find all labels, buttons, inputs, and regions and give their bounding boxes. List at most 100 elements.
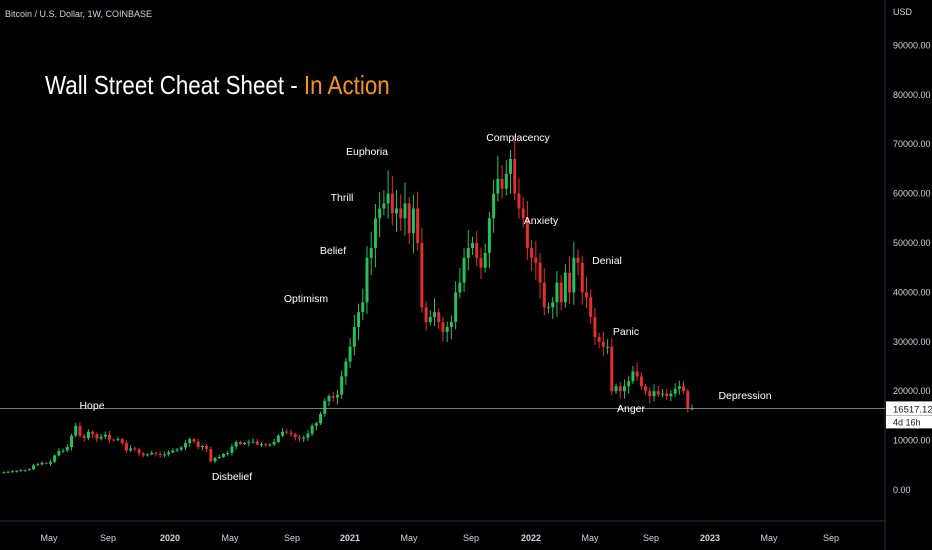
annotation-label: Complacency [486, 132, 550, 144]
candle-body [686, 391, 690, 409]
candles-group [2, 135, 694, 474]
candle-body [108, 434, 111, 440]
candle-body [344, 361, 348, 377]
candle-body [551, 302, 555, 308]
price-tick-label: 50000.00 [893, 238, 931, 248]
price-axis-currency: USD [893, 7, 913, 17]
candle-body [200, 446, 204, 448]
candle-body [32, 465, 36, 470]
candle-body [196, 441, 200, 448]
candle-body [226, 452, 230, 454]
candle-body [538, 262, 542, 283]
candle-body [141, 453, 145, 456]
candle-body [27, 469, 31, 471]
candle-body [348, 346, 352, 362]
candle-body [407, 203, 411, 234]
candle-body [365, 257, 369, 303]
candle-body [243, 443, 247, 445]
candle-body [95, 434, 99, 439]
candle-body [492, 193, 496, 219]
candle-body [622, 386, 626, 392]
time-tick-label: 2021 [340, 533, 360, 543]
candle-body [171, 450, 175, 453]
candle-body [57, 450, 61, 456]
candle-body [234, 442, 238, 447]
candle-body [310, 425, 314, 434]
candle-body [542, 282, 546, 308]
annotation-label: Denial [592, 255, 622, 267]
candle-body [78, 425, 82, 436]
candle-body [272, 442, 276, 445]
candle-body [205, 446, 209, 449]
candle-body [188, 439, 192, 444]
annotation-label: Depression [718, 390, 771, 402]
candle-body [335, 394, 339, 398]
candle-body [648, 391, 652, 397]
candle-body [682, 386, 686, 392]
candle-body [627, 381, 631, 387]
candle-body [597, 336, 601, 342]
candle-body [525, 218, 529, 248]
candle-body [555, 282, 559, 303]
candle-body [323, 401, 327, 414]
candle-body [53, 455, 57, 462]
candle-body [504, 173, 508, 189]
candle-body [251, 441, 255, 443]
candle-body [184, 443, 187, 448]
symbol-header: Bitcoin / U.S. Dollar, 1W, COINBASE [5, 9, 153, 19]
title-accent: In Action [303, 70, 390, 100]
candle-body [222, 453, 225, 457]
candle-body [158, 453, 162, 455]
candle-body [23, 470, 27, 472]
candle-body [112, 439, 116, 441]
candle-body [487, 218, 491, 253]
candle-body [276, 435, 280, 443]
candle-body [572, 257, 576, 293]
time-tick-label: 2023 [700, 533, 720, 543]
candle-body [116, 439, 120, 441]
candle-body [378, 208, 382, 219]
candle-body [2, 472, 6, 474]
candle-body [40, 462, 44, 465]
candle-body [677, 386, 681, 389]
price-tick-label: 70000.00 [893, 139, 931, 149]
candle-body [192, 439, 196, 442]
candle-body [162, 454, 166, 456]
candle-body [331, 396, 335, 398]
time-tick-label: Sep [284, 533, 300, 543]
candle-body [631, 371, 635, 382]
annotation-label: Anger [617, 403, 646, 415]
candle-body [120, 439, 124, 444]
candle-body [690, 408, 694, 410]
candle-body [513, 159, 517, 194]
annotation-label: Hope [79, 400, 104, 412]
candle-body [568, 272, 572, 293]
candle-body [534, 257, 538, 263]
candle-body [437, 312, 441, 323]
time-tick-label: May [221, 533, 239, 543]
time-tick-label: May [400, 533, 418, 543]
candle-body [580, 262, 584, 293]
candle-body [86, 431, 90, 439]
candle-body [395, 208, 399, 214]
candle-body [281, 431, 285, 436]
candle-body [133, 448, 137, 450]
candle-body [48, 461, 52, 464]
candle-body [601, 341, 605, 347]
candle-body [99, 436, 103, 439]
candle-body [293, 434, 297, 438]
candle-body [361, 302, 365, 313]
candle-body [302, 437, 306, 439]
candle-body [91, 431, 95, 435]
candle-body [352, 326, 356, 347]
title-main: Wall Street Cheat Sheet - [45, 70, 304, 100]
candle-body [154, 452, 158, 454]
candle-body [585, 292, 588, 298]
candle-body [19, 470, 23, 472]
candle-body [238, 442, 242, 445]
countdown-value: 4d 16h [893, 417, 921, 427]
candle-body [319, 413, 323, 424]
candle-body [411, 208, 415, 234]
time-tick-label: May [581, 533, 599, 543]
